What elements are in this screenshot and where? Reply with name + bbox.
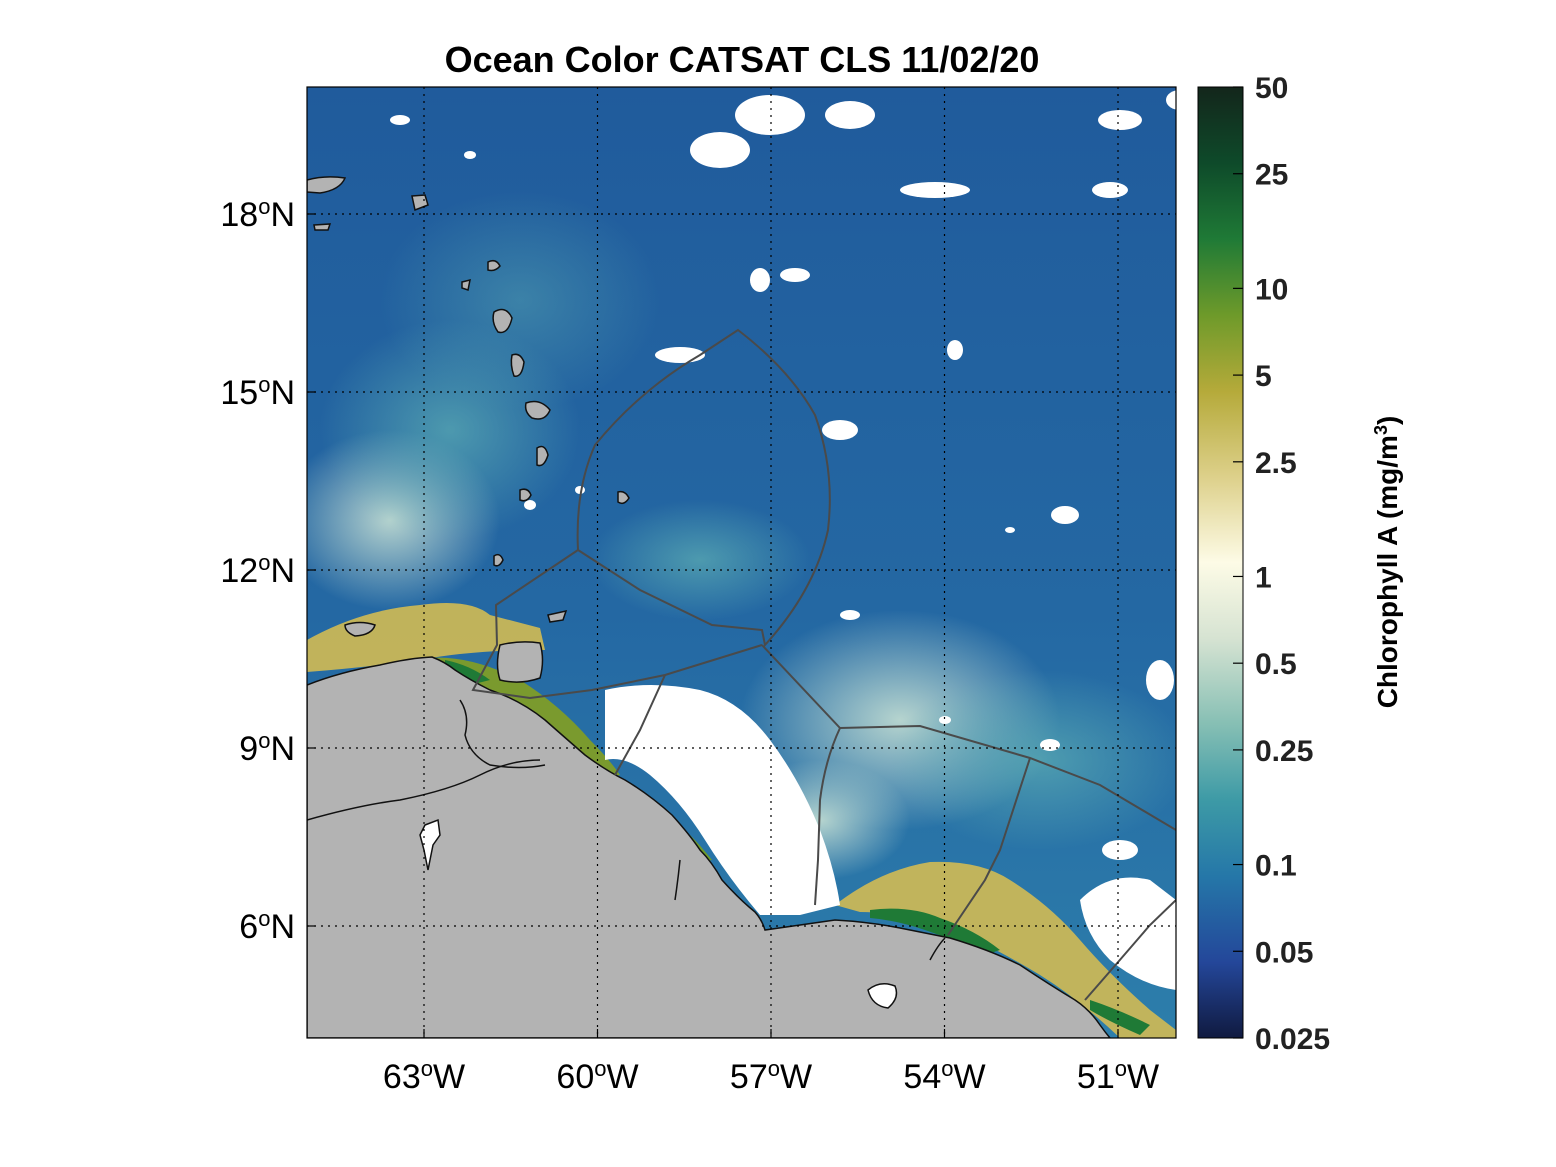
x-tick-label-54W: 54oW [903,1056,985,1097]
x-tick-label-60W: 60oW [556,1056,638,1097]
margarita-island [344,621,376,637]
x-tick-label-57W: 57oW [730,1056,812,1097]
inland-lake [419,818,441,871]
colorbar-tick-label: 0.1 [1255,850,1297,883]
martinique-island [524,400,551,420]
map-title: Ocean Color CATSAT CLS 11/02/20 [445,39,1040,80]
colorbar-label-main: Chlorophyll A (mg/m [1372,435,1403,708]
y-tick-label-12N: 12oN [220,550,295,591]
latitude-axis: 18oN 15oN 12oN 9oN 6oN [220,194,295,947]
st-vincent-island [519,488,532,502]
map-frame [306,86,1177,1039]
st-lucia-island [536,445,549,467]
colorbar-tick-label: 5 [1255,360,1272,393]
colorbar-tick-label: 50 [1255,72,1288,105]
colorbar: 50 25 10 5 2.5 1 0.5 0.25 0.1 0.05 0.025 Chlorophy… [1197,72,1403,1056]
land [307,176,1111,1038]
x-tick-label-51W: 51oW [1077,1056,1159,1097]
eez-boundaries [471,328,1176,1001]
colorbar-tick-label: 0.25 [1255,735,1313,768]
colorbar-gradient [1197,86,1244,1039]
map-panel [307,87,1176,1038]
dominica-island [510,353,525,377]
map-gridlines [307,87,1176,1038]
antigua-island [487,259,501,272]
trinidad-island [496,641,544,683]
colorbar-tick-label: 0.05 [1255,936,1313,969]
colorbar-tick-label: 1 [1255,561,1272,594]
grenada-island [493,553,504,567]
colorbar-tick-label: 0.025 [1255,1023,1330,1056]
barbados-island [617,490,630,505]
south-america-coast [307,656,1111,1038]
x-tick-label-63W: 63oW [383,1056,465,1097]
y-tick-label-9N: 9oN [239,728,295,769]
inland-reservoir [867,983,898,1009]
tobago-island [547,609,568,623]
colorbar-label-close: ) [1372,416,1403,425]
y-tick-label-18N: 18oN [220,194,295,235]
st-kitts-island [461,278,471,291]
st-croix-island [313,223,332,231]
colorbar-tick-label: 0.5 [1255,648,1297,681]
puerto-rico-island [307,176,347,194]
colorbar-tick-label: 2.5 [1255,447,1297,480]
y-tick-label-15N: 15oN [220,372,295,413]
colorbar-label-superscript: 3 [1371,425,1391,435]
colorbar-tick-label: 10 [1255,273,1288,306]
colorbar-label: Chlorophyll A (mg/m3) [1371,416,1403,709]
guadeloupe-island [492,308,513,334]
rivers [307,699,946,961]
y-tick-label-6N: 6oN [239,906,295,947]
colorbar-tick-label: 25 [1255,159,1288,192]
longitude-axis: 63oW 60oW 57oW 54oW 51oW [383,1056,1159,1097]
colorbar-ticks: 50 25 10 5 2.5 1 0.5 0.25 0.1 0.05 0.025 [1233,72,1330,1056]
